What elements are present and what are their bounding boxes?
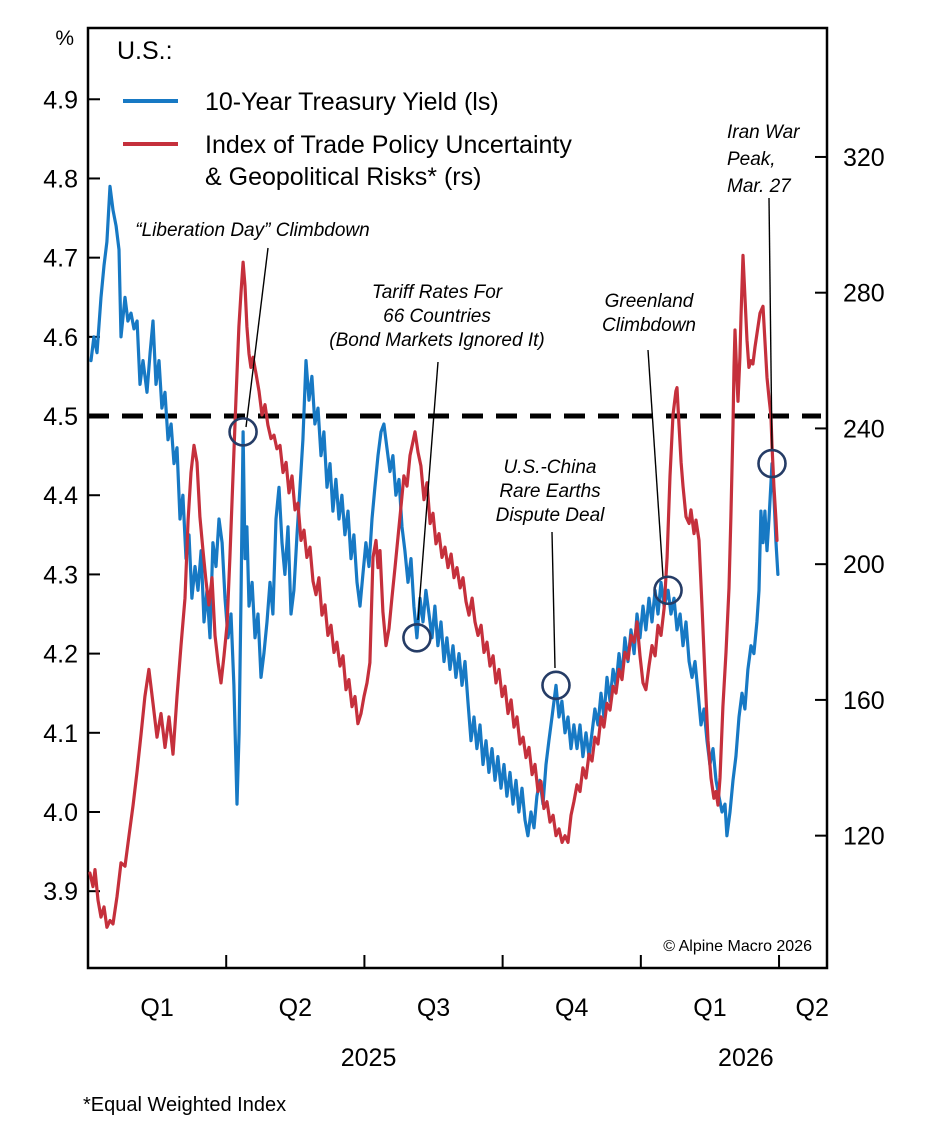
right-axis-tick-label: 240 xyxy=(843,415,885,443)
legend-swatch-trade-policy-index xyxy=(123,142,178,146)
annotation-tariff-rates: Tariff Rates For 66 Countries (Bond Mark… xyxy=(329,282,545,351)
event-marker-circle xyxy=(653,575,683,606)
right-axis-tick-label: 280 xyxy=(843,280,885,308)
left-axis-tick-label: 4.0 xyxy=(43,799,78,827)
plot-frame xyxy=(86,26,829,970)
left-axis-tick-label: 4.4 xyxy=(43,482,78,510)
copyright-notice: © Alpine Macro 2026 xyxy=(663,938,812,955)
left-axis-tick-label: 4.2 xyxy=(43,641,78,669)
x-axis-year-label: 2025 xyxy=(341,1044,397,1072)
left-axis-tick-label: 4.3 xyxy=(43,561,78,589)
x-axis-quarter-label: Q4 xyxy=(555,994,588,1022)
event-marker-circle xyxy=(402,622,432,653)
annotation-leader-line xyxy=(417,361,439,621)
x-axis-quarter-label: Q1 xyxy=(693,994,726,1022)
x-axis-quarter-label: Q3 xyxy=(417,994,450,1022)
x-axis-quarter-label: Q2 xyxy=(796,994,829,1022)
trade-policy-index-line xyxy=(88,253,779,929)
left-axis-tick-label: 4.6 xyxy=(43,324,78,352)
x-axis-quarter-label: Q2 xyxy=(279,994,312,1022)
right-axis-tick-label: 200 xyxy=(843,551,885,579)
left-axis-tick-label: 4.1 xyxy=(43,720,78,748)
annotation-iran-war-peak: Iran War Peak, Mar. 27 xyxy=(727,122,800,197)
legend-swatch-treasury-yield xyxy=(123,99,178,103)
event-marker-circle xyxy=(541,670,571,701)
legend-label-treasury-yield: 10-Year Treasury Yield (ls) xyxy=(205,88,499,116)
annotation-leader-line xyxy=(551,531,556,669)
right-axis-tick-label: 120 xyxy=(843,823,885,851)
annotation-leader-line xyxy=(647,349,664,578)
treasury-yield-line xyxy=(89,184,780,838)
right-axis-tick-label: 320 xyxy=(843,144,885,172)
x-axis-year-label: 2026 xyxy=(718,1044,774,1072)
annotation-leader-line xyxy=(245,247,269,428)
left-axis-tick-label: 3.9 xyxy=(43,878,78,906)
annotation-greenland-climbdown: Greenland Climbdown xyxy=(602,291,696,336)
legend-label-line-1: Index of Trade Policy Uncertainty xyxy=(205,131,572,159)
event-marker-circle xyxy=(228,417,258,447)
left-axis-tick-label: 4.7 xyxy=(43,245,78,273)
left-axis-tick-label: 4.9 xyxy=(43,86,78,114)
left-axis-tick-label: 4.5 xyxy=(43,403,78,431)
annotation-leader-line xyxy=(768,197,773,450)
event-marker-circle xyxy=(757,448,787,479)
x-axis-quarter-label: Q1 xyxy=(140,994,173,1022)
right-axis-tick-label: 160 xyxy=(843,687,885,715)
legend-label-trade-policy-index: Index of Trade Policy Uncertainty & Geop… xyxy=(205,129,572,193)
left-axis-tick-label: 4.8 xyxy=(43,165,78,193)
legend-title: U.S.: xyxy=(117,37,173,65)
annotation-liberation-day: “Liberation Day” Climbdown xyxy=(135,220,370,241)
legend-label-line-2: & Geopolitical Risks* (rs) xyxy=(205,163,482,191)
left-axis-unit-label: % xyxy=(55,27,74,50)
annotation-us-china-rare-earths: U.S.-China Rare Earths Dispute Deal xyxy=(495,457,605,526)
footnote-equal-weighted-index: *Equal Weighted Index xyxy=(83,1094,287,1116)
